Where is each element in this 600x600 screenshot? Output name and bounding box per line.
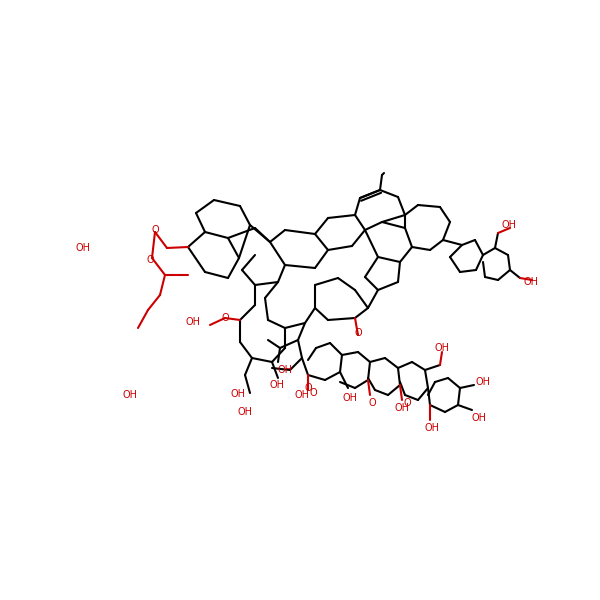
Text: OH: OH — [185, 317, 200, 327]
Text: OH: OH — [230, 389, 245, 399]
Text: OH: OH — [395, 403, 409, 413]
Text: OH: OH — [476, 377, 491, 387]
Text: O: O — [403, 398, 410, 408]
Text: OH: OH — [270, 380, 285, 390]
Text: OH: OH — [425, 423, 439, 433]
Text: OH: OH — [122, 390, 137, 400]
Text: O: O — [354, 328, 362, 338]
Text: OH: OH — [434, 343, 449, 353]
Text: OH: OH — [295, 390, 310, 400]
Text: OH: OH — [502, 220, 517, 230]
Text: OH: OH — [343, 393, 358, 403]
Text: OH: OH — [472, 413, 487, 423]
Text: O: O — [368, 398, 376, 408]
Text: O: O — [221, 313, 229, 323]
Text: O: O — [310, 388, 317, 398]
Text: O: O — [146, 255, 154, 265]
Text: O: O — [304, 383, 312, 393]
Text: OH: OH — [278, 365, 293, 375]
Text: O: O — [151, 225, 159, 235]
Text: OH: OH — [524, 277, 539, 287]
Text: OH: OH — [75, 243, 90, 253]
Text: OH: OH — [238, 407, 253, 417]
